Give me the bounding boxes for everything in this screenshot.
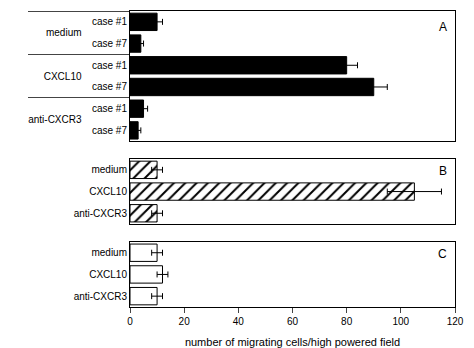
svg-text:80: 80 xyxy=(341,316,353,327)
svg-text:B: B xyxy=(439,164,447,178)
svg-text:medium: medium xyxy=(91,164,127,175)
svg-text:60: 60 xyxy=(287,316,299,327)
svg-text:CXCL10: CXCL10 xyxy=(89,186,127,197)
svg-text:anti-CXCR3: anti-CXCR3 xyxy=(74,208,128,219)
svg-text:40: 40 xyxy=(233,316,245,327)
svg-text:100: 100 xyxy=(392,316,409,327)
svg-text:case #1: case #1 xyxy=(92,16,127,27)
svg-text:C: C xyxy=(438,247,447,261)
svg-text:anti-CXCR3: anti-CXCR3 xyxy=(28,114,82,125)
svg-text:0: 0 xyxy=(127,316,133,327)
svg-text:case #1: case #1 xyxy=(92,103,127,114)
svg-text:number of migrating cells/high: number of migrating cells/high powered f… xyxy=(185,336,400,348)
svg-text:CXCL10: CXCL10 xyxy=(44,71,82,82)
svg-text:anti-CXCR3: anti-CXCR3 xyxy=(74,291,128,302)
svg-text:CXCL10: CXCL10 xyxy=(89,269,127,280)
svg-text:case #1: case #1 xyxy=(92,60,127,71)
svg-text:case #7: case #7 xyxy=(92,125,127,136)
svg-text:case #7: case #7 xyxy=(92,38,127,49)
svg-text:20: 20 xyxy=(179,316,191,327)
svg-text:medium: medium xyxy=(46,27,82,38)
svg-text:A: A xyxy=(439,20,447,34)
svg-text:120: 120 xyxy=(447,316,464,327)
svg-text:case #7: case #7 xyxy=(92,81,127,92)
svg-text:medium: medium xyxy=(91,247,127,258)
